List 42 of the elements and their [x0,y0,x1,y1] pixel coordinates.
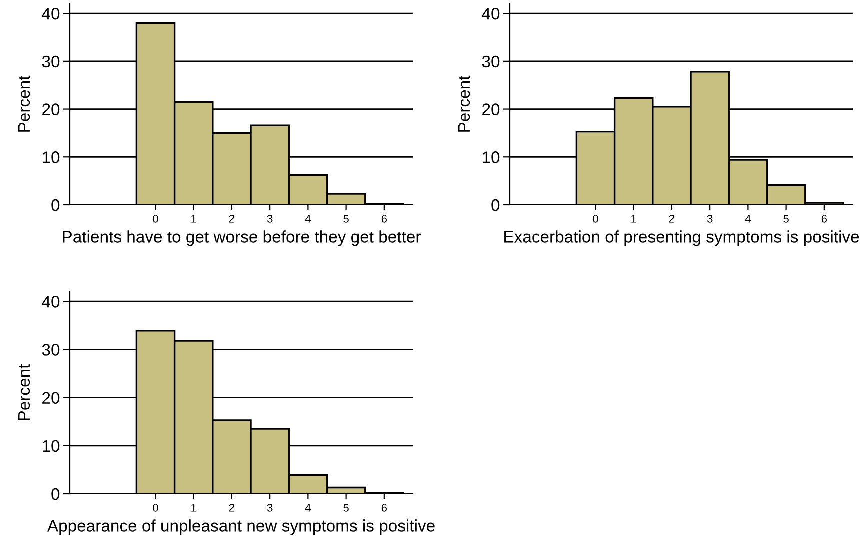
x-tick-label: 5 [344,215,349,223]
y-tick-label: 20 [42,104,60,116]
y-tick-label: 10 [483,152,500,164]
x-tick-label: 2 [229,504,235,512]
y-axis-title: Percent [458,76,470,132]
x-tick-label: 1 [632,215,636,223]
x-tick-label: 1 [192,504,196,512]
x-axis-title: Patients have to get worse before they get better [63,230,421,246]
y-tick-label: 40 [482,8,500,20]
x-tick-label: 5 [344,504,349,512]
x-tick-label: 3 [707,215,713,223]
x-tick-label: 4 [745,215,751,223]
y-tick-label: 0 [52,488,60,500]
y-tick-label: 0 [52,199,60,212]
x-tick-label: 6 [822,215,828,223]
x-tick-label: 1 [192,215,196,223]
y-tick-label: 10 [43,152,60,164]
y-tick-label: 10 [43,440,60,452]
y-tick-label: 40 [42,296,60,308]
x-tick-label: 2 [229,215,235,223]
y-tick-label: 30 [42,56,60,68]
x-tick-label: 2 [669,215,675,223]
x-axis-title: Appearance of unpleasant new symptoms is positive [47,520,435,536]
y-tick-label: 30 [482,56,500,68]
x-tick-label: 6 [382,215,388,223]
y-axis-title: Percent [18,364,30,420]
y-tick-label: 30 [42,344,60,356]
y-axis-title: Percent [18,76,30,132]
x-tick-label: 6 [382,504,388,512]
x-axis-title: Exacerbation of presenting symptoms is positive [504,230,860,246]
x-tick-label: 5 [784,215,789,223]
x-tick-label: 0 [593,215,598,223]
y-tick-label: 20 [42,392,60,404]
x-tick-label: 0 [153,215,158,223]
y-tick-label: 40 [42,8,60,20]
y-tick-label: 0 [492,199,500,212]
x-tick-label: 4 [305,504,311,512]
x-tick-label: 3 [267,504,273,512]
x-tick-label: 3 [267,215,273,223]
x-tick-label: 4 [305,215,311,223]
y-tick-label: 20 [482,104,500,116]
x-tick-label: 0 [153,504,158,512]
